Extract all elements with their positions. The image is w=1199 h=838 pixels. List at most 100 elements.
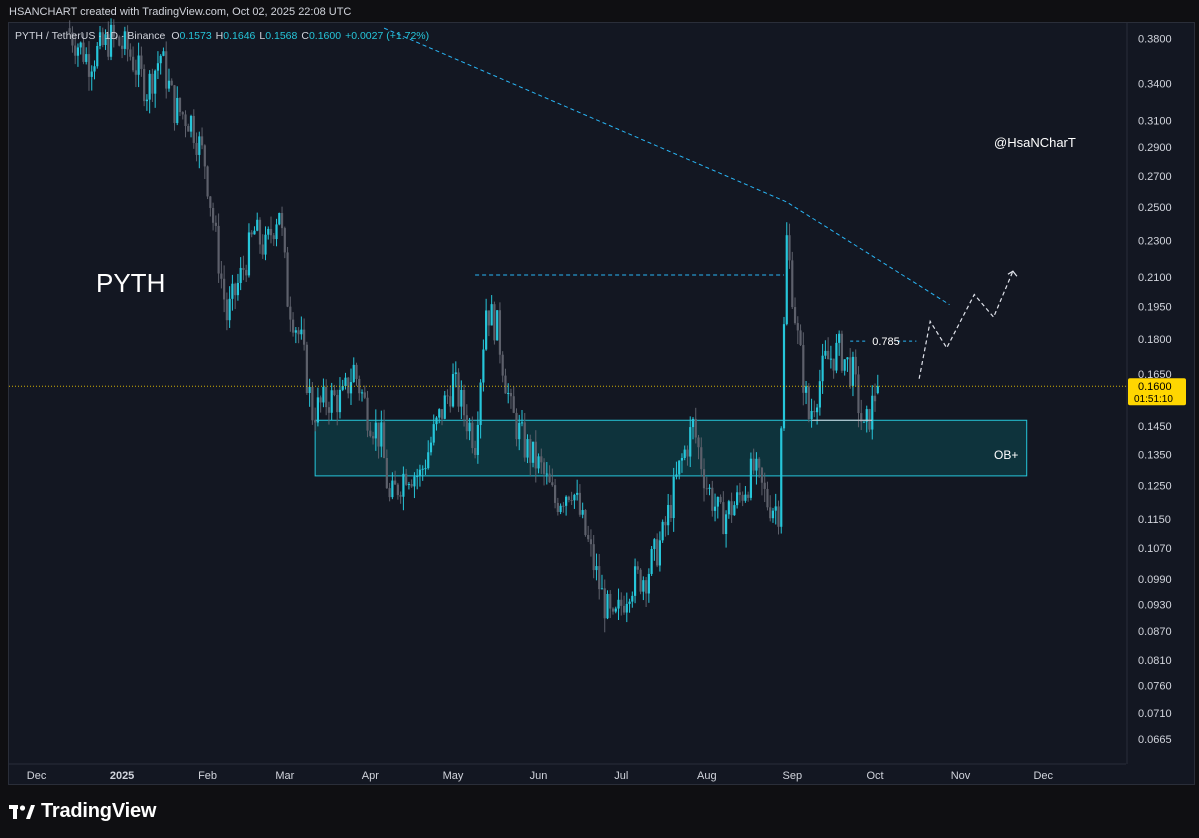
candle (512, 386, 515, 414)
descending-trendline[interactable] (383, 27, 950, 306)
candle-body (272, 235, 275, 240)
candle-body (225, 299, 228, 321)
candle (636, 561, 639, 574)
candle-body (87, 54, 91, 77)
candle (355, 362, 358, 386)
candle-body (606, 593, 609, 619)
candle (479, 379, 482, 439)
candle (82, 33, 85, 65)
projection-path[interactable] (918, 270, 1014, 379)
candle-body (228, 298, 231, 321)
candle (200, 127, 204, 150)
candle-body (192, 115, 195, 143)
candle-body (493, 304, 496, 341)
candle (501, 351, 504, 383)
candle-body (333, 390, 336, 396)
candle (705, 476, 708, 495)
candle (148, 70, 151, 114)
candle-body (534, 441, 537, 469)
candle-body (247, 232, 251, 276)
candle-body (777, 506, 780, 527)
candle (771, 507, 775, 523)
candle (87, 41, 91, 91)
candle (134, 59, 137, 88)
candle-body (474, 447, 477, 455)
candle-body (391, 480, 394, 498)
tradingview-logo-icon (9, 804, 35, 819)
candle-body (667, 505, 670, 526)
candle-body (609, 593, 612, 609)
candle (829, 345, 832, 369)
candle (151, 68, 154, 102)
candle (236, 273, 240, 301)
y-tick-label: 0.0990 (1138, 574, 1172, 586)
candle-body (600, 588, 604, 590)
candle (747, 491, 750, 502)
candle-body (154, 70, 157, 94)
candle-body (656, 539, 659, 566)
candle-body (587, 534, 590, 540)
candle-body (813, 410, 816, 413)
candle-body (675, 474, 678, 477)
candle-body (162, 51, 165, 56)
candle (413, 472, 416, 499)
candle-body (567, 496, 570, 501)
candle-body (838, 333, 841, 343)
candle-body (200, 136, 204, 146)
x-tick-label: Dec (27, 770, 47, 782)
candle-body (275, 224, 278, 240)
candle (405, 468, 408, 486)
candle (680, 453, 684, 473)
candle (449, 385, 452, 413)
candle (766, 481, 769, 511)
y-tick-label: 0.1150 (1138, 514, 1171, 526)
candle (838, 330, 841, 356)
x-tick-label: Mar (275, 770, 294, 782)
candle (691, 417, 695, 440)
candle-body (187, 126, 190, 132)
candle-body (804, 386, 808, 393)
candle (849, 348, 852, 389)
candle-body (96, 45, 99, 67)
candle (661, 519, 664, 543)
candle (256, 212, 259, 232)
candle (576, 479, 579, 501)
candle (777, 500, 780, 535)
candle-body (548, 473, 551, 483)
candle-body (258, 219, 262, 245)
candle (416, 468, 419, 490)
y-tick-label: 0.1250 (1138, 480, 1172, 492)
candle (678, 460, 681, 480)
candle (639, 568, 642, 595)
candle-body (471, 422, 474, 448)
candle-body (683, 449, 686, 459)
candle-body (551, 482, 554, 486)
candle (697, 434, 700, 460)
tradingview-brand: TradingView (41, 800, 157, 822)
projection-arrow-icon (1007, 270, 1018, 277)
candle-body (151, 73, 154, 94)
candle (796, 316, 799, 345)
candle-body (176, 97, 179, 124)
candle-body (573, 494, 576, 501)
candle (810, 398, 813, 428)
y-tick-label: 0.2900 (1138, 142, 1172, 154)
ob-zone[interactable] (314, 419, 1028, 477)
candle-body (622, 605, 626, 613)
candle (611, 607, 615, 615)
candle (760, 466, 764, 496)
y-tick-label: 0.1650 (1138, 369, 1172, 381)
candle (645, 576, 648, 607)
candle-body (771, 510, 775, 519)
candle (93, 60, 96, 80)
y-tick-label: 0.1350 (1138, 449, 1172, 461)
candle (462, 384, 466, 427)
candle (90, 65, 93, 91)
candle-body (120, 45, 124, 49)
candle-body (584, 510, 587, 535)
candle (708, 484, 711, 496)
candle-body (132, 56, 135, 71)
candle (851, 351, 855, 397)
candle (804, 380, 808, 405)
